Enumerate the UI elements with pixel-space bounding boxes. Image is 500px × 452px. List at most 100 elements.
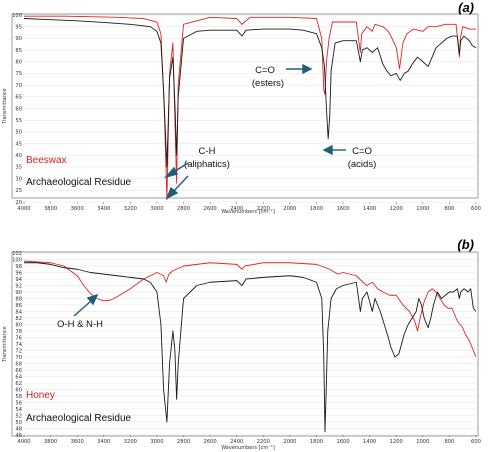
y-tick-label: 86 xyxy=(15,303,22,309)
panel-b-x-axis-title: Wavenumbers [cm⁻¹] xyxy=(221,445,275,451)
x-tick-label: 2200 xyxy=(257,206,270,212)
y-tick-label: 66 xyxy=(15,368,22,374)
y-tick-label: 45 xyxy=(15,141,22,147)
y-tick-label: 85 xyxy=(15,48,22,54)
x-tick-label: 3600 xyxy=(71,439,84,445)
panel-a-label: (a) xyxy=(458,0,474,15)
panel-b-x-ticks: 4000 3800 3600 3400 3200 3000 2800 2600 2400 2200… xyxy=(17,435,481,445)
x-tick-label: 3000 xyxy=(150,206,163,212)
x-tick-label: 3800 xyxy=(44,439,57,445)
x-tick-label: 3200 xyxy=(124,439,137,445)
y-tick-label: 60 xyxy=(15,387,22,393)
y-tick-label: 62 xyxy=(15,381,22,387)
y-tick-label: 70 xyxy=(15,83,22,89)
y-tick-label: 55 xyxy=(15,118,22,124)
y-tick-label: 100 xyxy=(12,257,22,263)
y-tick-label: 68 xyxy=(15,361,22,367)
x-tick-label: 1600 xyxy=(336,206,349,212)
y-tick-label: 54 xyxy=(15,407,22,413)
x-tick-label: 2600 xyxy=(204,439,217,445)
y-tick-label: 74 xyxy=(15,342,22,348)
y-tick-label: 25 xyxy=(15,188,22,194)
x-tick-label: 2000 xyxy=(283,439,296,445)
y-tick-label: 52 xyxy=(15,413,22,419)
x-tick-label: 2000 xyxy=(283,206,296,212)
x-tick-label: 3800 xyxy=(44,206,57,212)
y-tick-label: 46 xyxy=(15,433,22,439)
panel-a-y-ticks: 20 25 30 35 40 45 50 55 60 65 70 75 80 85 90 95 100 xyxy=(12,13,22,206)
y-tick-label: 35 xyxy=(15,165,22,171)
panel-b-y-ticks: 4648505254565860626466687072747678808284… xyxy=(12,251,23,439)
x-tick-label: 1200 xyxy=(390,206,403,212)
y-tick-label: 80 xyxy=(15,322,22,328)
y-tick-label: 48 xyxy=(15,426,22,432)
y-tick-label: 92 xyxy=(15,283,22,289)
x-tick-label: 800 xyxy=(444,206,454,212)
x-tick-label: 3000 xyxy=(150,439,163,445)
x-tick-label: 2400 xyxy=(230,206,243,212)
panel-b: 4648505254565860626466687072747678808284… xyxy=(2,237,481,451)
x-tick-label: 1200 xyxy=(390,439,403,445)
x-tick-label: 1800 xyxy=(310,206,323,212)
y-tick-label: 84 xyxy=(15,309,22,315)
panel-b-series xyxy=(24,260,476,433)
y-tick-label: 50 xyxy=(15,130,22,136)
y-tick-label: 100 xyxy=(12,13,22,19)
y-tick-label: 76 xyxy=(15,335,22,341)
annot-acids-arrow xyxy=(322,144,346,156)
y-tick-label: 50 xyxy=(15,420,22,426)
x-tick-label: 1000 xyxy=(416,206,429,212)
series-line-archaeological-residue xyxy=(24,262,476,433)
panel-a-legend-sample: Beeswax xyxy=(26,155,67,166)
panel-a-legend-residue: Archaeological Residue xyxy=(26,177,132,188)
annot-ohnh-label: O-H & N-H xyxy=(57,319,103,330)
y-tick-label: 64 xyxy=(15,374,22,380)
x-tick-label: 3200 xyxy=(124,206,137,212)
y-tick-label: 90 xyxy=(15,36,22,42)
y-tick-label: 72 xyxy=(15,348,22,354)
y-tick-label: 96 xyxy=(15,270,22,276)
panel-a-x-ticks: 4000 3800 3600 3400 3200 3000 2800 2600 2400 2200… xyxy=(17,202,481,212)
y-tick-label: 60 xyxy=(15,106,22,112)
x-tick-label: 1400 xyxy=(363,206,376,212)
y-tick-label: 58 xyxy=(15,394,22,400)
x-tick-label: 2800 xyxy=(177,439,190,445)
panel-b-grid xyxy=(24,252,476,436)
x-tick-label: 1000 xyxy=(416,439,429,445)
panel-b-legend-sample: Honey xyxy=(26,390,55,401)
annot-ch-arrows xyxy=(163,162,189,200)
x-tick-label: 600 xyxy=(471,439,481,445)
panel-a-frame xyxy=(11,13,479,199)
panel-a-x-axis-title: Wavenumbers [cm⁻¹] xyxy=(221,209,275,215)
annot-acids-sub: (acids) xyxy=(348,159,377,170)
y-tick-label: 70 xyxy=(15,355,22,361)
annot-acids-label: C=O xyxy=(352,146,372,157)
x-tick-label: 3600 xyxy=(71,206,84,212)
x-tick-label: 1400 xyxy=(363,439,376,445)
x-tick-label: 4000 xyxy=(17,439,30,445)
y-tick-label: 80 xyxy=(15,60,22,66)
series-line-honey xyxy=(24,260,476,358)
panel-a-y-axis-title: Transmittance xyxy=(2,88,8,124)
y-tick-label: 40 xyxy=(15,153,22,159)
y-tick-label: 78 xyxy=(15,329,22,335)
panel-b-label: (b) xyxy=(457,237,474,252)
annot-esters-sub: (esters) xyxy=(252,78,284,89)
panel-a: 20 25 30 35 40 45 50 55 60 65 70 75 80 85 90 95 100 4000… xyxy=(2,0,481,215)
annot-ch-label: C-H xyxy=(199,146,216,157)
panel-a-series xyxy=(24,15,476,201)
y-tick-label: 75 xyxy=(15,71,22,77)
y-tick-label: 98 xyxy=(15,264,22,270)
x-tick-label: 3400 xyxy=(97,439,110,445)
x-tick-label: 2800 xyxy=(177,206,190,212)
y-tick-label: 65 xyxy=(15,95,22,101)
x-tick-label: 2400 xyxy=(230,439,243,445)
y-tick-label: 20 xyxy=(15,200,22,206)
y-tick-label: 102 xyxy=(12,251,22,257)
x-tick-label: 3400 xyxy=(97,206,110,212)
panel-b-y-axis-title: Transmittance xyxy=(2,326,8,362)
x-tick-label: 800 xyxy=(444,439,454,445)
x-tick-label: 2600 xyxy=(204,206,217,212)
annot-esters-arrow xyxy=(286,63,313,75)
